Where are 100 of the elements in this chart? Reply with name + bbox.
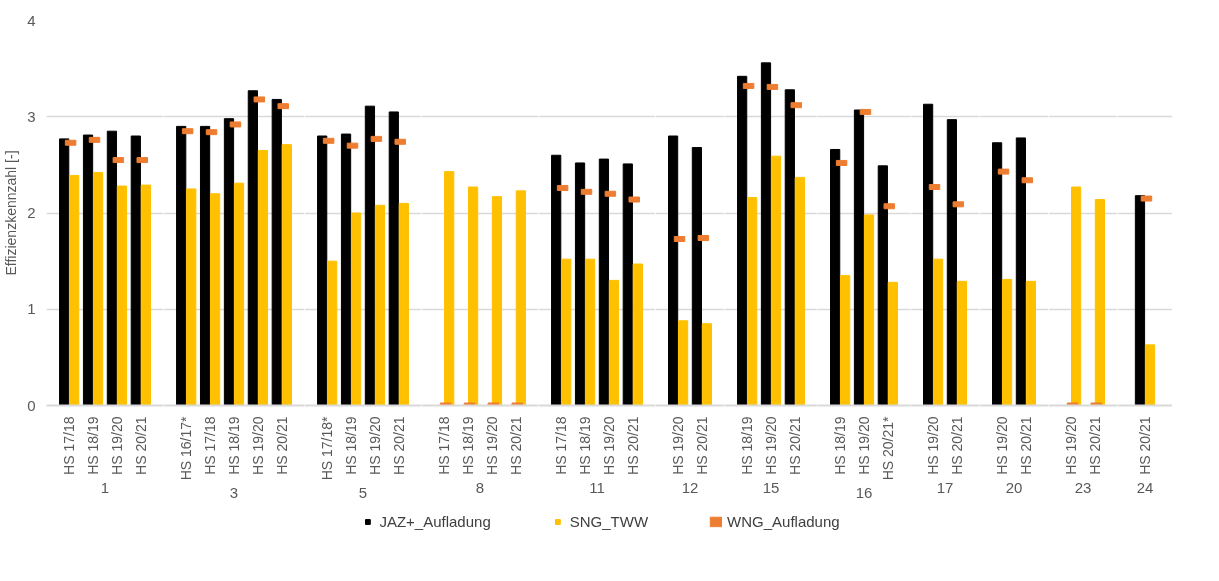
x-tick-label: HS 19/20 — [670, 416, 687, 475]
x-axis-title: 20 — [1005, 478, 1023, 496]
x-tick-label: HS 17/18* — [319, 415, 336, 481]
bar — [770, 155, 782, 406]
bar — [82, 134, 94, 406]
x-axis-title: 5 — [358, 484, 368, 502]
bar — [271, 98, 282, 406]
bar — [281, 144, 292, 406]
x-tick-label: HS 19/20 — [763, 416, 779, 475]
bar — [747, 197, 758, 406]
bar — [327, 260, 338, 406]
bar — [877, 165, 888, 406]
x-axis-title: 16 — [855, 484, 873, 502]
y-tick-label: 3 — [27, 107, 36, 125]
x-tick-label: HS 20/21 — [786, 416, 803, 475]
y-tick-label: 0 — [27, 396, 36, 414]
legend-label: JAZ+_Aufladung — [379, 512, 491, 530]
legend-label: WNG_Aufladung — [727, 512, 840, 530]
y-axis-title: Effizienzkennzahl [-] — [3, 150, 20, 276]
x-tick-label: HS 20/21 — [1086, 416, 1103, 475]
bar — [784, 89, 795, 406]
bar — [678, 320, 689, 406]
bar — [59, 138, 70, 406]
x-tick-label: HS 20/21 — [1137, 416, 1153, 475]
x-tick-label: HS 18/19 — [832, 416, 849, 475]
x-axis-title: 1 — [100, 478, 110, 496]
x-tick-label: HS 18/19 — [460, 416, 477, 475]
x-tick-label: HS 20/21* — [879, 415, 896, 481]
x-tick-label: HS 19/20 — [249, 416, 266, 475]
bar — [691, 147, 702, 406]
bar — [233, 182, 245, 406]
y-tick-label: 1 — [27, 300, 36, 318]
bar — [561, 258, 572, 406]
x-tick-label: HS 19/20 — [108, 416, 125, 475]
x-tick-label: HS 17/18 — [553, 416, 570, 475]
bar — [946, 119, 957, 406]
bar — [551, 154, 562, 406]
bar — [863, 214, 875, 406]
bar — [668, 135, 679, 406]
bar — [106, 130, 118, 406]
legend-label: SNG_TWW — [569, 512, 649, 530]
bar — [444, 171, 455, 406]
bar — [887, 281, 898, 406]
bar — [1025, 280, 1036, 406]
x-tick-label: HS 18/19 — [85, 416, 102, 475]
bar — [199, 125, 211, 406]
bar — [69, 174, 80, 406]
bar — [491, 196, 503, 406]
bar — [632, 263, 643, 406]
bar — [794, 176, 805, 406]
x-tick-label: HS 20/21 — [1017, 416, 1034, 475]
bar — [608, 279, 620, 406]
x-tick-label: HS 20/21 — [948, 416, 965, 475]
bar — [317, 135, 328, 406]
x-tick-label: HS 20/21 — [693, 416, 710, 475]
bar — [515, 190, 526, 406]
bar — [140, 184, 151, 406]
bar — [853, 109, 865, 406]
x-axis-title: 3 — [229, 484, 239, 502]
bar — [1015, 137, 1026, 406]
x-tick-label: HS 19/20 — [856, 416, 872, 475]
x-axis-title: 15 — [762, 478, 780, 496]
x-axis-title: 8 — [475, 478, 485, 496]
x-tick-label: HS 20/21 — [507, 416, 524, 475]
x-axis-title: 12 — [681, 478, 699, 496]
bar — [350, 212, 362, 406]
x-tick-label: HS 19/20 — [600, 416, 617, 475]
bar — [257, 149, 269, 406]
bar — [130, 135, 141, 406]
x-tick-label: HS 20/21 — [624, 416, 641, 475]
bar — [92, 172, 104, 406]
x-tick-label: HS 19/20 — [925, 416, 942, 475]
bar — [992, 142, 1003, 406]
bar — [1002, 278, 1013, 406]
bar — [737, 75, 748, 406]
bar — [830, 148, 841, 406]
bar — [176, 125, 187, 406]
x-tick-label: HS 16/17* — [178, 415, 195, 481]
bar — [622, 163, 633, 406]
bar — [760, 62, 772, 406]
bar — [467, 186, 479, 406]
bar — [584, 258, 596, 406]
bar — [598, 158, 610, 406]
bar — [247, 90, 258, 406]
bar — [398, 202, 409, 406]
x-tick-label: HS 18/19 — [343, 416, 360, 475]
x-tick-label: HS 20/21 — [390, 416, 407, 475]
x-axis-title: 23 — [1074, 478, 1092, 496]
bar — [701, 323, 712, 406]
x-tick-label: HS 18/19 — [739, 416, 756, 475]
y-tick-label: 2 — [27, 204, 36, 221]
x-tick-label: HS 20/21 — [273, 416, 290, 475]
x-tick-label: HS 20/21 — [132, 416, 149, 475]
x-axis-title: 17 — [936, 478, 954, 496]
x-tick-label: HS 19/20 — [994, 416, 1011, 475]
bar — [364, 105, 376, 406]
bar — [840, 275, 851, 406]
x-tick-label: HS 17/18 — [202, 416, 219, 475]
x-axis-title: 24 — [1136, 478, 1154, 496]
x-tick-label: HS 19/20 — [366, 416, 383, 475]
